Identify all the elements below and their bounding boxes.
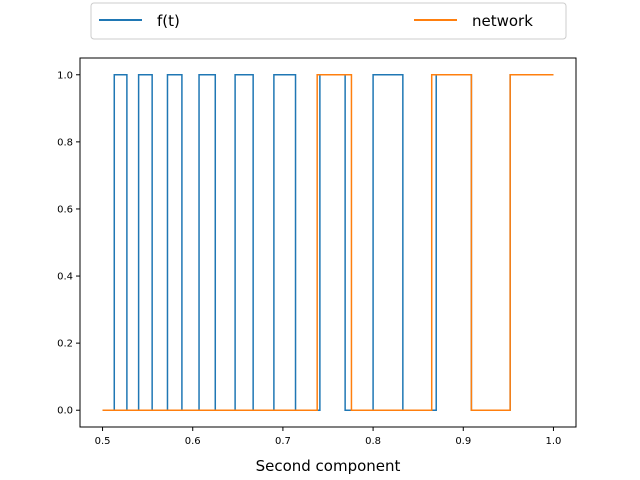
x-axis-label: Second component xyxy=(256,457,401,475)
x-tick-label: 1.0 xyxy=(546,436,562,447)
x-tick-label: 0.6 xyxy=(185,436,201,447)
x-tick-label: 0.7 xyxy=(275,436,291,447)
y-tick-label: 0.6 xyxy=(57,204,73,215)
legend-label-network: network xyxy=(472,12,533,30)
x-axis: 0.5 0.6 0.7 0.8 0.9 1.0 xyxy=(95,427,562,447)
legend-label-ft: f(t) xyxy=(157,12,180,30)
x-tick-label: 0.9 xyxy=(455,436,471,447)
y-tick-label: 0.8 xyxy=(57,137,73,148)
series-layer xyxy=(102,74,554,411)
y-axis: 0.0 0.2 0.4 0.6 0.8 1.0 xyxy=(57,70,80,417)
series-line-ft xyxy=(102,74,554,411)
y-tick-label: 0.4 xyxy=(57,272,73,283)
plot-area xyxy=(79,57,577,428)
x-tick-label: 0.8 xyxy=(365,436,381,447)
x-tick-label: 0.5 xyxy=(95,436,111,447)
y-tick-label: 1.0 xyxy=(57,70,73,81)
legend: f(t) network xyxy=(90,2,567,40)
series-line-network xyxy=(102,74,554,411)
legend-box xyxy=(90,2,567,40)
y-tick-label: 0.2 xyxy=(57,339,73,350)
y-tick-label: 0.0 xyxy=(57,406,73,417)
axes-frame xyxy=(79,57,577,428)
